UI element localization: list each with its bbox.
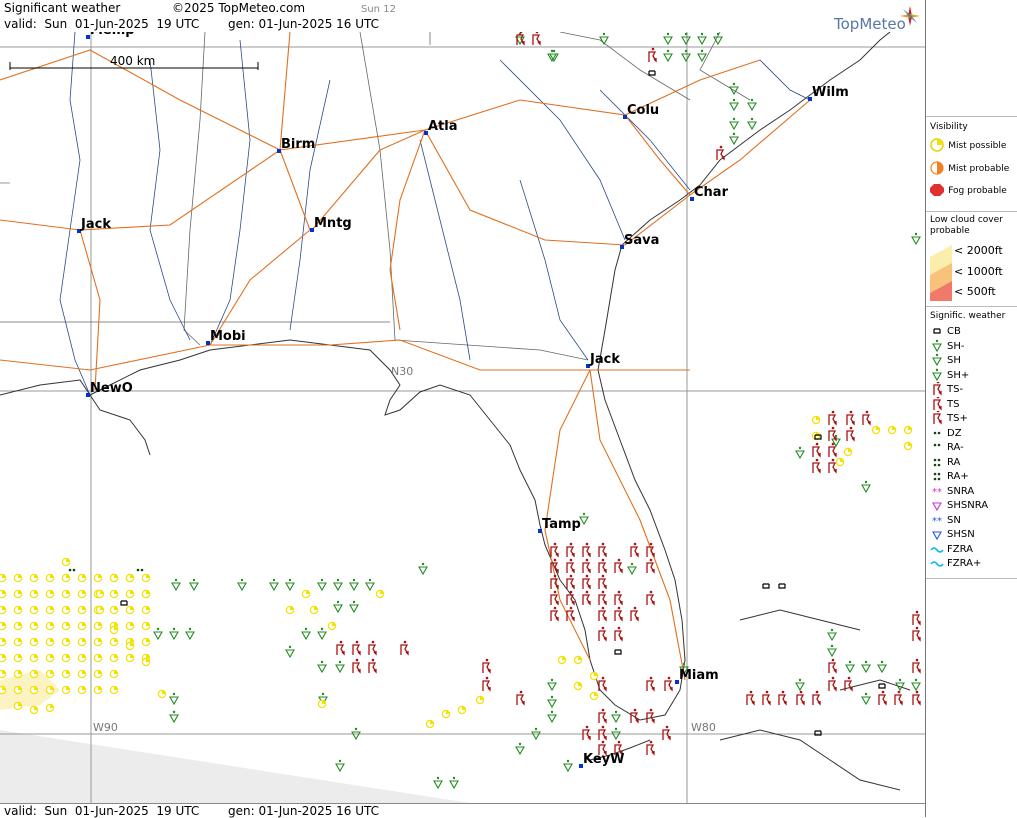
lowcloud-500: < 500ft [954, 285, 996, 299]
legend-sigwx-ra-plus: RA+ [929, 469, 969, 483]
city-label: Atla [428, 119, 458, 134]
sh-icon [929, 368, 947, 382]
lowcloud-2000: < 2000ft [954, 244, 1003, 258]
ra-icon [929, 469, 947, 483]
ra-icon [929, 440, 947, 454]
dz-icon [929, 426, 947, 440]
lowcloud-title: Low cloud cover probable [930, 215, 1016, 237]
footer-generated: gen: 01-Jun-2025 16 UTC [228, 804, 379, 818]
legend-mist-possible: Mist possible [929, 138, 1006, 152]
legend-sigwx-fzra-plus: FZRA+ [929, 556, 981, 570]
legend-sigwx-shsnra: SHSNRA [929, 498, 988, 512]
city-label: Char [694, 185, 729, 200]
legend-sigwx-sh-plus: SH+ [929, 368, 969, 382]
mist-possible-icon [929, 138, 945, 152]
fzra-icon [929, 542, 947, 556]
legend-low-cloud: Low cloud cover probable < 2000ft < 1000… [926, 211, 1017, 307]
compass-icon [898, 4, 922, 28]
valid-time: valid: Sun 01-Jun-2025 19 UTC [4, 17, 199, 31]
svg-text:**: ** [932, 487, 942, 498]
city-jack: Jack [586, 352, 620, 368]
footer: valid: Sun 01-Jun-2025 19 UTC gen: 01-Ju… [0, 803, 925, 818]
city-keyw: KeyW [579, 752, 624, 768]
legend-sigwx-ts-plus: TS+ [929, 411, 968, 425]
ts-icon [929, 397, 947, 411]
ts-icon [929, 382, 947, 396]
city-jack: Jack [77, 217, 111, 233]
city-mntg: Mntg [310, 216, 352, 232]
city-newo: NewO [86, 381, 133, 397]
city-birm: Birm [277, 137, 315, 153]
legend-sigwx-ts-minus: TS- [929, 382, 963, 396]
grid-label-w90: W90 [93, 721, 118, 734]
legend-sigwx-ra-minus: RA- [929, 440, 964, 454]
city-label: Mobi [210, 329, 246, 344]
legend-sigwx-sn: **SN [929, 513, 961, 527]
scale-label: 400 km [110, 54, 155, 68]
model-run: Sun 12 [361, 3, 396, 17]
legend-visibility: Visibility Mist possible Mist probable F… [926, 116, 1017, 212]
city-label: Birm [281, 137, 315, 152]
shsnra-icon [929, 498, 947, 512]
city-sava: Sava [620, 233, 659, 249]
city-label: Miam [679, 668, 719, 683]
logo-text: TopMeteo [834, 15, 906, 33]
shsn-icon [929, 527, 947, 541]
city-wilm: Wilm [808, 85, 849, 101]
city-char: Char [690, 185, 729, 201]
city-label: KeyW [583, 752, 624, 767]
city-label: NewO [90, 381, 133, 396]
legend-sigwx-ts: TS [929, 397, 959, 411]
legend-sigwx-shsn: SHSN [929, 527, 975, 541]
city-tamp: Tamp [538, 517, 581, 533]
legend-sigwx-snra: **SNRA [929, 484, 974, 498]
sh-icon [929, 339, 947, 353]
legend-sigwx-sh-minus: SH- [929, 339, 964, 353]
grid-label-w80: W80 [691, 721, 716, 734]
legend-sigwx-dz: DZ [929, 426, 962, 440]
legend-mist-probable: Mist probable [929, 161, 1009, 175]
city-label: Memp [90, 32, 135, 38]
city-label: Jack [80, 217, 111, 232]
sn-icon: ** [929, 513, 947, 527]
lowcloud-colorbar [930, 245, 952, 301]
city-miam: Miam [675, 668, 719, 684]
city-label: Tamp [542, 517, 581, 532]
fog-probable-icon [929, 183, 945, 197]
cb-icon [929, 324, 947, 338]
generated-time: gen: 01-Jun-2025 16 UTC [228, 17, 379, 31]
ts-icon [929, 411, 947, 425]
grid-label-n30: N30 [391, 365, 413, 378]
city-label: Jack [589, 352, 620, 367]
legend-sigwx-ra: RA [929, 455, 960, 469]
legend-panel: Visibility Mist possible Mist probable F… [925, 0, 1017, 817]
copyright: ©2025 TopMeteo.com [172, 1, 305, 15]
ra-icon [929, 455, 947, 469]
legend-sigwx-sh: SH [929, 353, 961, 367]
legend-sigwx-cb: CB [929, 324, 961, 338]
sigwx-title: Signific. weather [930, 311, 1005, 322]
chart-title: Significant weather [4, 1, 120, 15]
legend-fog-probable: Fog probable [929, 183, 1007, 197]
fzra-icon [929, 556, 947, 570]
city-label: Colu [627, 103, 659, 118]
sh-icon [929, 353, 947, 367]
lowcloud-1000: < 1000ft [954, 265, 1003, 279]
city-label: Wilm [812, 85, 849, 100]
city-mobi: Mobi [206, 329, 246, 345]
city-colu: Colu [623, 103, 659, 119]
city-memp: Memp [86, 32, 135, 39]
city-label: Mntg [314, 216, 352, 231]
city-atla: Atla [424, 119, 458, 135]
footer-valid: valid: Sun 01-Jun-2025 19 UTC [4, 804, 199, 818]
city-label: Sava [624, 233, 659, 248]
mist-probable-icon [929, 161, 945, 175]
snra-icon: ** [929, 484, 947, 498]
legend-sigwx-fzra: FZRA [929, 542, 973, 556]
weather-map[interactable]: N30 W90 W80 400 km Wilm Colu Atla Birm Char J… [0, 32, 925, 803]
svg-text:**: ** [932, 516, 942, 527]
visibility-title: Visibility [930, 122, 968, 133]
